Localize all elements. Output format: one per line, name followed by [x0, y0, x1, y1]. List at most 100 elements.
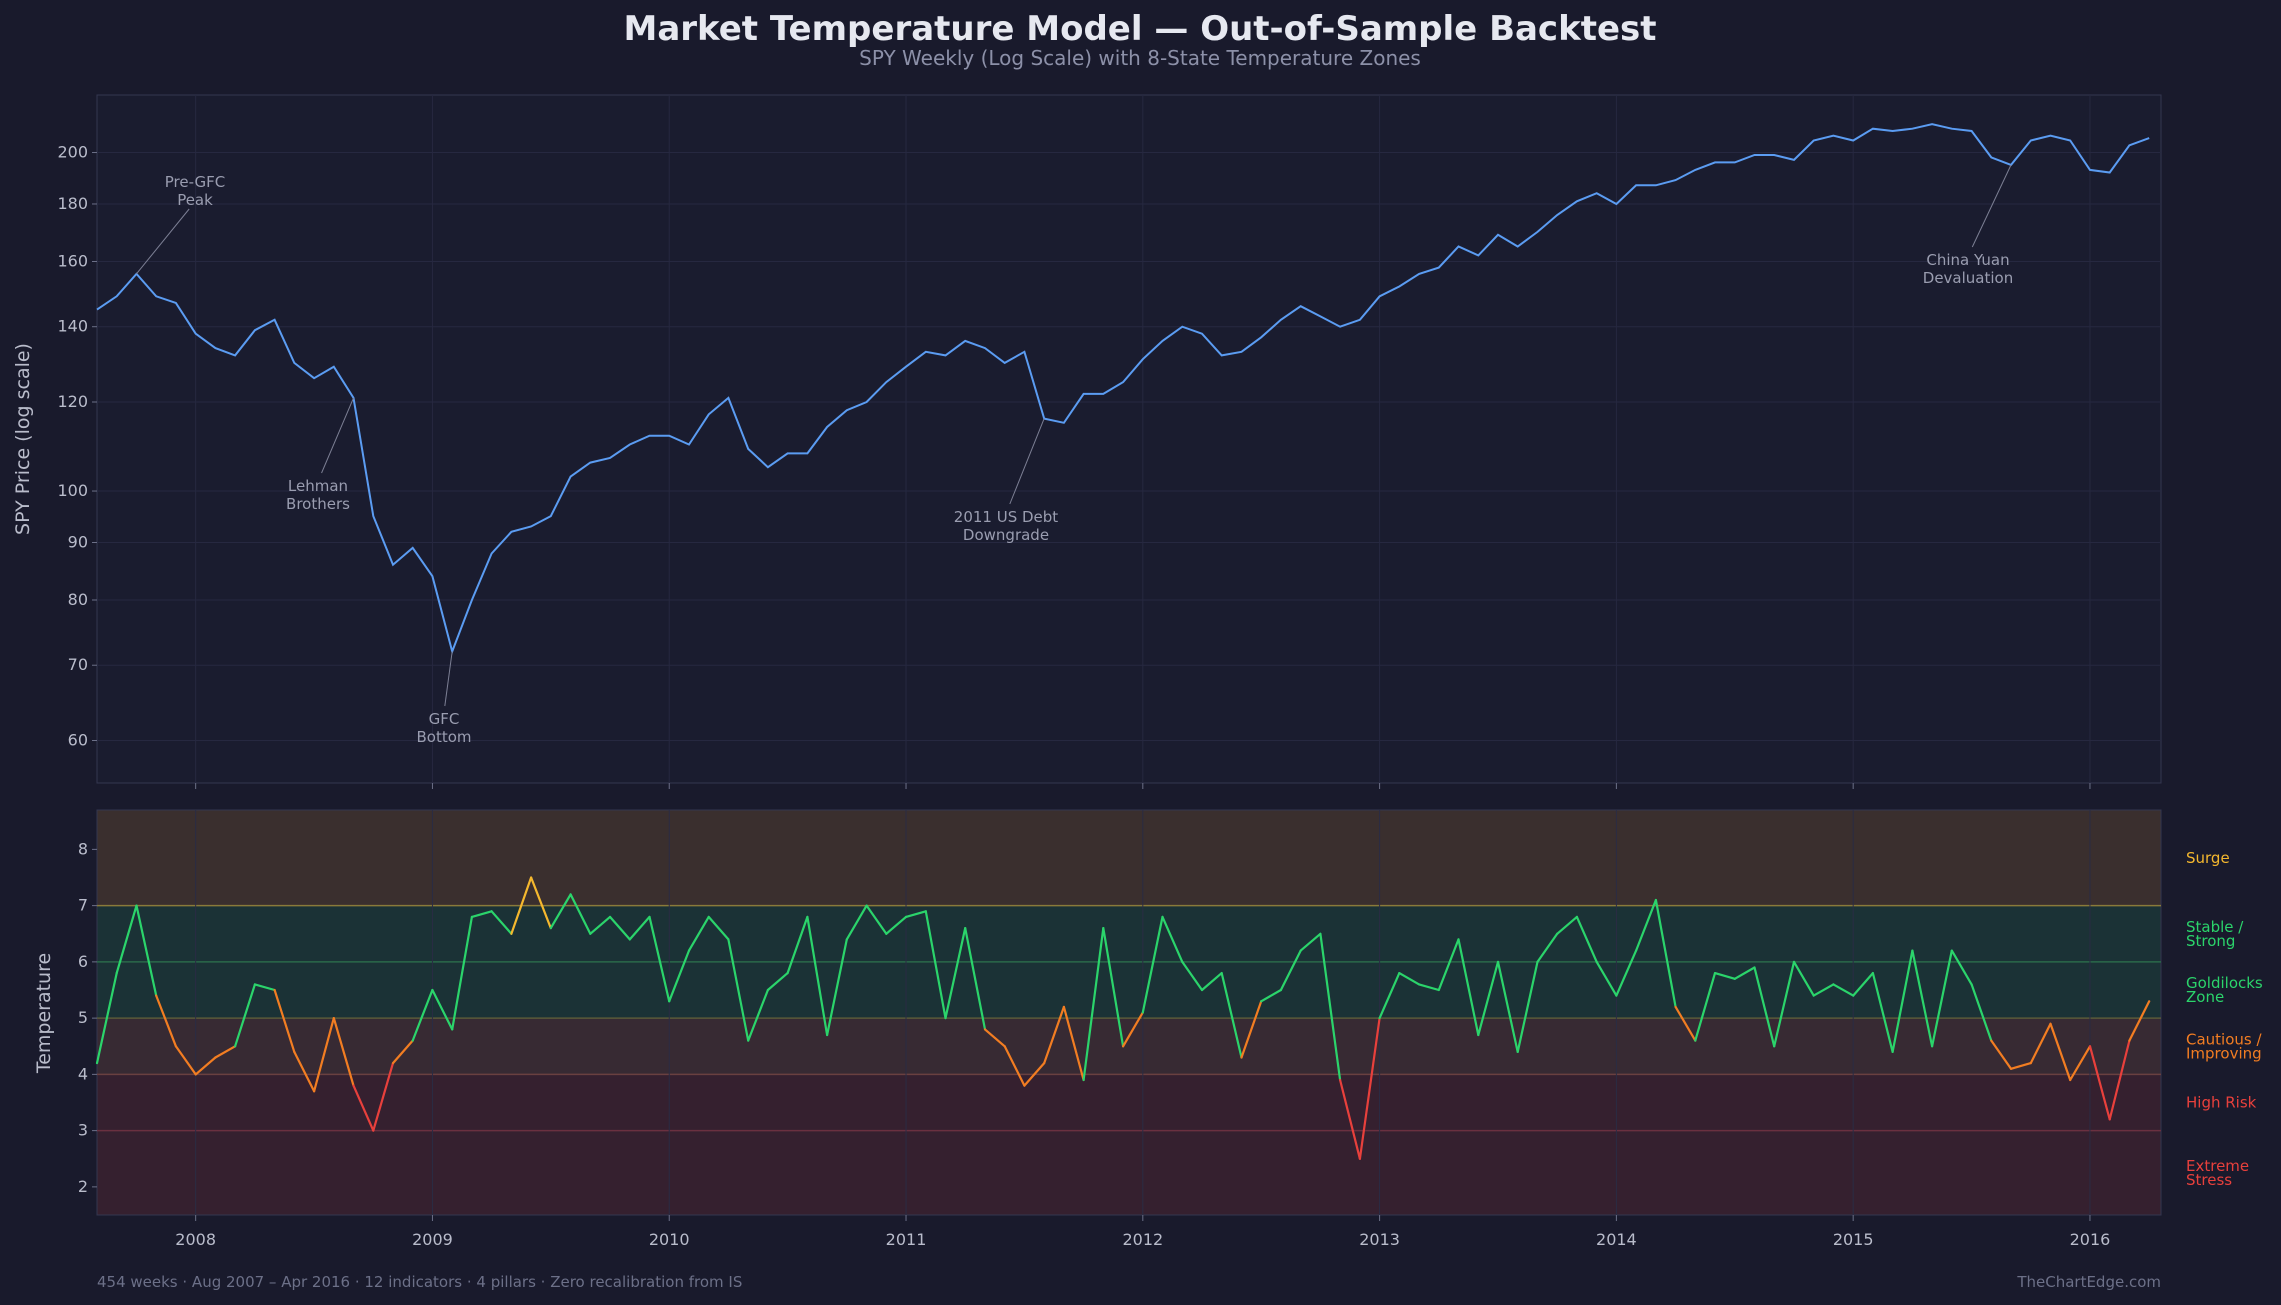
temperature-segment [411, 988, 434, 1042]
temperature-segment [1536, 932, 1559, 964]
temperature-segment [1338, 1078, 1362, 1160]
temperature-segment [1556, 915, 1579, 935]
temperature-segment [727, 938, 750, 1042]
x-tick-label: 2010 [649, 1230, 690, 1249]
x-tick-label: 2015 [1833, 1230, 1874, 1249]
x-tick-label: 2012 [1122, 1230, 1163, 1249]
zone-label: Cautious / Improving [2186, 1030, 2262, 1062]
temperature-segment [1023, 1061, 1046, 1087]
temperature-segment [2049, 1022, 2072, 1082]
temperature-segment [924, 910, 947, 1020]
zone-label-line: Goldilocks [2186, 974, 2263, 992]
zone-label-line: Surge [2186, 849, 2230, 867]
x-tick-label: 2016 [2070, 1230, 2111, 1249]
temperature-segment [1634, 898, 1658, 952]
price-y-axis-label: SPY Price (log scale) [12, 343, 34, 535]
temperature-y-tick-label: 7 [78, 896, 88, 915]
temperature-segment [95, 971, 118, 1065]
temperature-y-tick-label: 6 [78, 952, 88, 971]
temperature-x-ticks: 2008 2009 2010 2011 2012 2013 2014 2015 2016 [175, 1215, 2110, 1249]
temperature-segment [1260, 988, 1283, 1003]
zone-label-line: Strong [2186, 932, 2235, 950]
x-tick-label: 2008 [175, 1230, 216, 1249]
annotation-label: Pre-GFC Peak [165, 173, 226, 209]
temperature-segment [1575, 915, 1598, 964]
x-tick-label: 2009 [412, 1230, 453, 1249]
temperature-segment [2108, 1039, 2131, 1121]
zone-label-line: Stable / [2186, 918, 2244, 936]
temperature-segment [608, 915, 631, 941]
temperature-segment [1654, 898, 1677, 1009]
temperature-segment [2009, 1061, 2032, 1070]
temperature-panel: 2 3 4 5 6 7 8 2008 2009 2010 2011 2012 2013 2014 2015… [33, 809, 2263, 1249]
temperature-segment [135, 904, 158, 997]
temperature-segment [1773, 960, 1796, 1048]
temperature-segment [1378, 971, 1401, 1020]
footer-methodology: 454 weeks · Aug 2007 – Apr 2016 · 12 ind… [97, 1273, 742, 1291]
zone-label: Stable / Strong [2186, 918, 2244, 950]
annotation-line: Brothers [286, 495, 350, 513]
temperature-segment [234, 983, 256, 1048]
temperature-segment [707, 915, 730, 941]
temperature-segment [1812, 983, 1835, 997]
price-y-tick-label: 180 [57, 194, 88, 213]
temperature-segment [1003, 1045, 1026, 1087]
price-y-ticks: 60 70 80 90 100 120 140 160 180 200 [57, 143, 97, 750]
zone-label-line: Improving [2186, 1044, 2262, 1062]
temperature-segment [648, 915, 671, 1003]
annotation-line: Lehman [288, 477, 348, 495]
temperature-segment [431, 988, 454, 1031]
temperature-segment [115, 904, 138, 975]
temperature-segment [155, 994, 177, 1048]
price-gridlines [97, 95, 2161, 783]
temperature-segment [668, 949, 691, 1003]
price-series-line [96, 123, 2150, 655]
zone-band [97, 961, 2161, 1019]
temperature-segment [1398, 971, 1421, 986]
x-tick-label: 2014 [1596, 1230, 1637, 1249]
price-panel: 60 70 80 90 100 120 140 160 180 200 Pre-GFC Peak Le… [12, 94, 2162, 789]
x-tick-label: 2011 [886, 1230, 927, 1249]
temperature-segment [510, 876, 533, 935]
zone-label: Goldilocks Zone [2186, 974, 2263, 1006]
temperature-segment [1891, 949, 1914, 1054]
temperature-segment [964, 926, 987, 1031]
temperature-segment [1832, 983, 1855, 997]
zone-band [97, 1018, 2161, 1075]
temperature-segment [293, 1050, 316, 1093]
annotation-pointer [136, 208, 190, 275]
temperature-segment [1220, 971, 1243, 1059]
temperature-y-tick-label: 8 [78, 839, 88, 858]
chart-subtitle: SPY Weekly (Log Scale) with 8-State Temp… [859, 46, 1421, 70]
annotation-line: Bottom [416, 728, 471, 746]
zone-band [97, 810, 2161, 906]
price-x-ticks [195, 783, 2091, 789]
temperature-segment [332, 1016, 355, 1087]
temperature-segment [1713, 971, 1736, 980]
temperature-segment [944, 926, 967, 1020]
price-y-tick-label: 80 [68, 590, 88, 609]
temperature-segment [372, 1061, 395, 1132]
temperature-segment [1319, 932, 1342, 1082]
temperature-segment [628, 915, 651, 941]
annotation-pointer [1971, 164, 2012, 248]
annotation-line: China Yuan [1926, 251, 2009, 269]
temperature-segment [1911, 949, 1934, 1048]
annotation-line: Downgrade [963, 526, 1049, 544]
temperature-segment [2128, 1000, 2151, 1042]
temperature-segment [865, 904, 888, 935]
temperature-segment [1082, 926, 1105, 1082]
temperature-segment [470, 910, 493, 919]
chart-title: Market Temperature Model — Out-of-Sample… [623, 9, 1656, 49]
temperature-segment [1496, 960, 1519, 1054]
zone-band [97, 1130, 2161, 1215]
temperature-segment [786, 915, 809, 975]
temperature-segment [1043, 1005, 1066, 1065]
temperature-segment [1694, 971, 1717, 1042]
price-y-tick-label: 140 [57, 317, 88, 336]
temperature-segment [1299, 932, 1322, 952]
price-y-tick-label: 60 [68, 731, 88, 750]
temperature-segment [451, 915, 473, 1031]
temperature-segment [1970, 983, 1993, 1042]
zone-label: Extreme Stress [2186, 1157, 2249, 1189]
